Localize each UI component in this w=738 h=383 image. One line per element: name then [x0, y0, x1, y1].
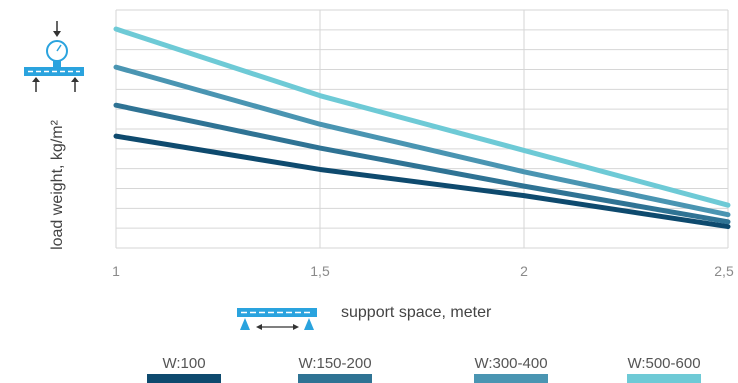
legend-label: W:100 [162, 355, 205, 372]
series-line [113, 26, 731, 208]
series-lines [113, 26, 731, 230]
legend-label: W:300-400 [474, 355, 547, 372]
x-tick-labels: 1 1,5 2 2,5 [112, 263, 734, 279]
grid [115, 9, 729, 249]
legend-swatch [298, 374, 372, 383]
x-tick-label: 2,5 [714, 263, 734, 279]
series-line [113, 133, 731, 230]
legend-label: W:500-600 [627, 355, 700, 372]
series-line [113, 102, 731, 225]
x-tick-label: 2 [520, 263, 528, 279]
x-tick-label: 1,5 [310, 263, 330, 279]
series-line [113, 64, 731, 218]
legend-swatch [147, 374, 221, 383]
x-axis-title: support space, meter [341, 304, 492, 321]
y-axis-title: load weight, kg/m² [49, 119, 66, 250]
support-span-icon [237, 308, 317, 330]
legend-label: W:150-200 [298, 355, 371, 372]
load-gauge-icon [24, 21, 84, 92]
legend-swatch [627, 374, 701, 383]
legend-swatch [474, 374, 548, 383]
legend: W:100 W:150-200 W:300-400 W:500-600 [147, 355, 701, 383]
x-tick-label: 1 [112, 263, 120, 279]
